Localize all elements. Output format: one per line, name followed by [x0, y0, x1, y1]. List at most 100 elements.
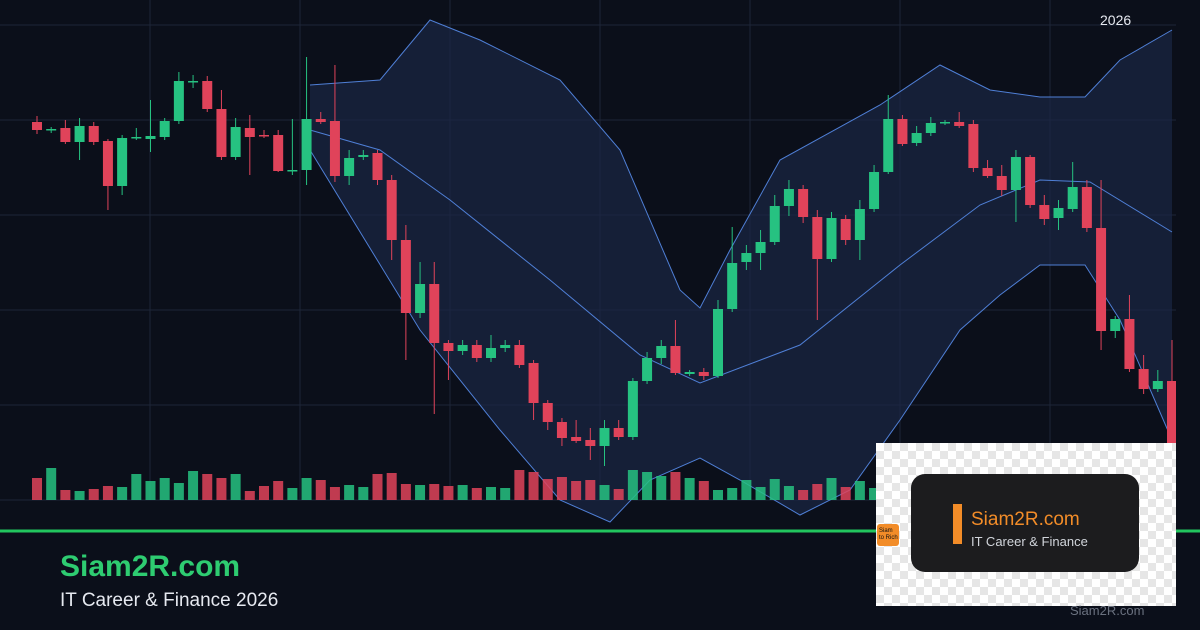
volume-bar: [840, 487, 851, 500]
candle-body: [840, 219, 851, 240]
year: 2026: [1100, 12, 1132, 28]
volume-bar: [102, 486, 113, 500]
volume-bar: [386, 473, 397, 500]
volume-bar: [329, 487, 340, 500]
candle-body: [358, 155, 369, 157]
candle-body: [1152, 381, 1163, 389]
volume-bar: [344, 485, 355, 500]
volume-bar: [514, 470, 525, 500]
candle-body: [585, 440, 596, 446]
volume-bar: [613, 489, 624, 500]
volume-bar: [244, 491, 255, 500]
candle-body: [911, 133, 922, 143]
candle-body: [117, 138, 128, 186]
candle-body: [556, 422, 567, 438]
volume-bar: [372, 474, 383, 500]
volume-bar: [60, 490, 71, 500]
band-fill: [310, 20, 1172, 522]
volume-bar: [457, 485, 468, 500]
volume-bar: [670, 472, 681, 500]
candle-body: [131, 137, 142, 139]
candle-body: [869, 172, 880, 209]
candle-body: [656, 346, 667, 358]
candle-body: [372, 153, 383, 180]
candle-body: [627, 381, 638, 437]
candle-body: [1010, 157, 1021, 190]
candle-body: [1138, 369, 1149, 389]
candle-body: [216, 109, 227, 157]
volume-bar: [571, 481, 582, 500]
candle-body: [1096, 228, 1107, 331]
volume-bar: [415, 485, 426, 500]
candle-body: [514, 345, 525, 365]
candle-body: [996, 176, 1007, 190]
candle-body: [897, 119, 908, 144]
candle-body: [102, 141, 113, 186]
card-title: Siam2R.com: [971, 509, 1080, 530]
candle-body: [1053, 208, 1064, 218]
badge: Siam to Rich: [877, 524, 899, 546]
candle-body: [202, 81, 213, 109]
candle-body: [74, 126, 85, 142]
volume-bar: [145, 481, 156, 500]
edge: [1176, 0, 1200, 530]
candles: [32, 57, 1177, 480]
volume-bar: [783, 486, 794, 500]
volume-bar: [486, 487, 496, 500]
footer-title: Siam2R.com: [60, 550, 241, 583]
volume-bar: [798, 490, 809, 500]
volume-bar: [713, 490, 723, 500]
candle-body: [287, 170, 298, 172]
volume-bar: [854, 481, 865, 500]
volume-bar: [755, 487, 766, 500]
candle-body: [329, 121, 340, 176]
candle-body: [968, 124, 979, 168]
volume-bar: [812, 484, 823, 500]
volume-bar: [656, 476, 667, 500]
volume-bar: [869, 488, 880, 500]
candle-body: [471, 345, 482, 358]
candle-body: [1110, 319, 1121, 331]
volume-bar: [131, 474, 142, 500]
candle-body: [769, 206, 780, 242]
candle-body: [244, 128, 255, 137]
candle-body: [571, 437, 582, 441]
bollinger-bands: [309, 19, 1173, 523]
candle-body: [1067, 187, 1078, 209]
candle-body: [826, 218, 837, 259]
volume-bar: [599, 485, 610, 500]
candle-body: [301, 119, 312, 170]
candle-body: [528, 363, 539, 403]
candle-body: [542, 403, 553, 422]
volume-bar: [443, 486, 454, 500]
volume-bar: [287, 488, 298, 500]
volume-bar: [188, 471, 199, 500]
volume-bar: [826, 478, 837, 500]
candle-body: [429, 284, 440, 343]
candle-body: [698, 372, 709, 376]
volume-bar: [642, 472, 653, 500]
volume-bar: [769, 479, 780, 500]
logo-bar: [953, 504, 962, 544]
candle-body: [230, 127, 241, 157]
candle-body: [415, 284, 426, 313]
volume-bar: [500, 488, 511, 500]
candle-body: [259, 135, 269, 137]
candle-body: [1039, 205, 1050, 219]
candle-body: [883, 119, 894, 172]
volume-bar: [32, 478, 42, 500]
candle-body: [798, 189, 809, 217]
candle-body: [188, 81, 199, 83]
volume-bar: [429, 484, 440, 500]
volume-bar: [585, 480, 596, 500]
volume-bar: [556, 477, 567, 500]
candle-body: [982, 168, 993, 176]
candle-body: [443, 343, 454, 351]
candle-body: [173, 81, 184, 121]
candle-body: [1124, 319, 1135, 369]
candle-body: [88, 126, 99, 142]
candle-body: [727, 263, 738, 309]
candle-body: [854, 209, 865, 240]
volume-bar: [46, 468, 57, 500]
